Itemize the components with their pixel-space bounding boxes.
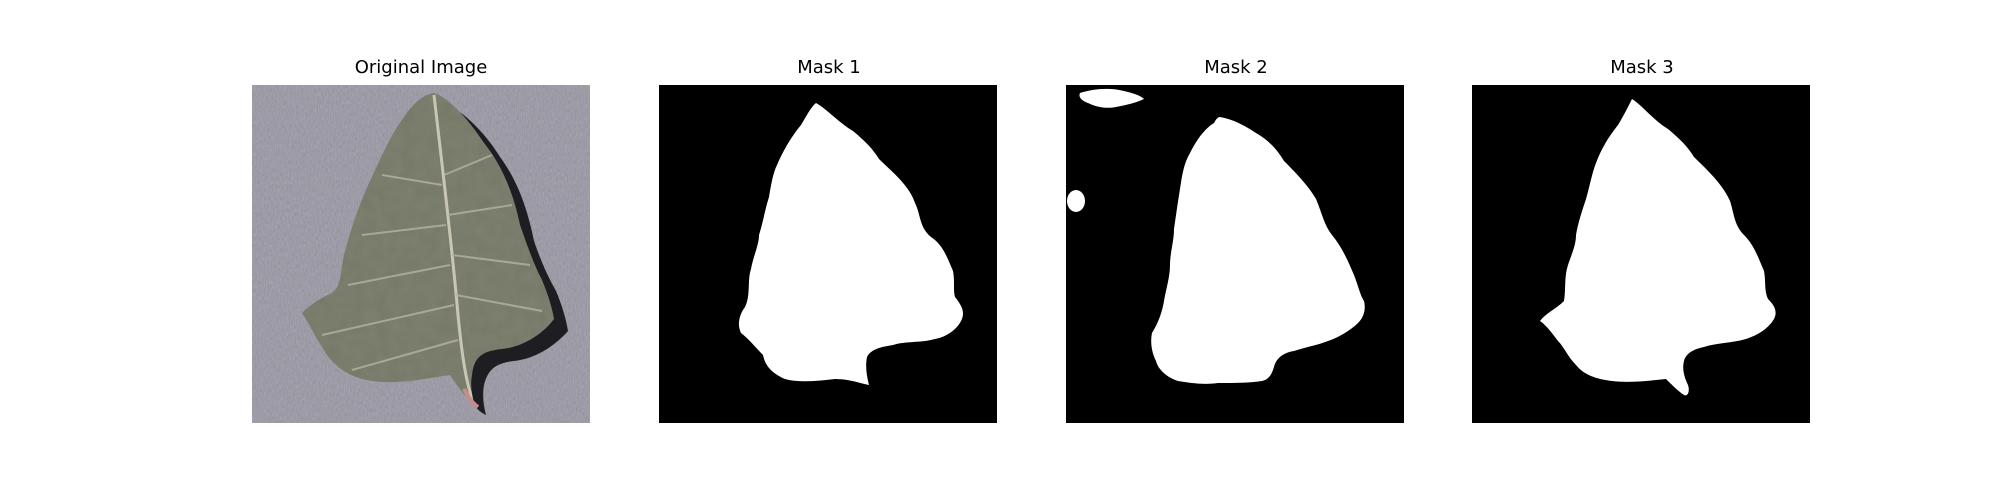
mask-2-speck-top-left	[1079, 88, 1144, 108]
mask-2-region	[1151, 117, 1365, 384]
leaf-midrib	[432, 94, 476, 403]
panel-title-original: Original Image	[354, 57, 488, 78]
mask-2-speck-left	[1067, 190, 1085, 212]
mask-2-image	[1066, 85, 1404, 423]
leaf-veins	[321, 154, 543, 371]
mask-1-image	[659, 85, 997, 423]
panel-title-mask-2: Mask 2	[1204, 57, 1268, 78]
mask-3-region	[1540, 99, 1776, 396]
panel-title-mask-3: Mask 3	[1610, 57, 1674, 78]
original-image	[252, 85, 590, 423]
leaf-petiole	[462, 388, 480, 409]
panel-title-mask-1: Mask 1	[797, 57, 861, 78]
mask-1-region	[738, 103, 963, 385]
mask-3-image	[1472, 85, 1810, 423]
